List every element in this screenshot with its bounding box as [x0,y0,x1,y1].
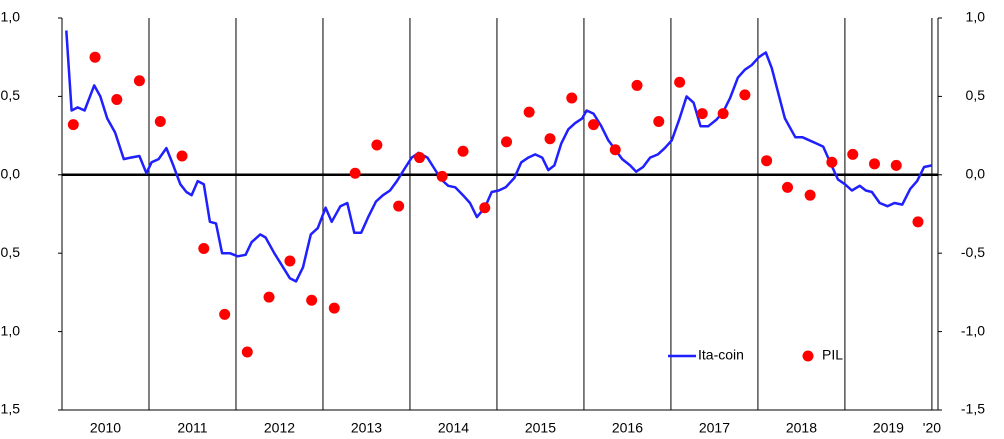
pil-point [653,115,665,127]
pil-point [154,115,166,127]
pil-point [868,158,880,170]
y-tick-label: 1,0 [1,9,21,25]
pil-point [89,51,101,63]
pil-point [371,139,383,151]
pil-point [111,94,123,106]
pil-point [717,108,729,120]
y-tick-label: 0,0 [1,166,21,182]
pil-point [631,79,643,91]
ita-coin-line [65,30,933,283]
pil-point [284,255,296,267]
pil-point [241,346,253,358]
y-tick-label: -1,0 [0,322,20,338]
pil-point [847,148,859,160]
y2-tick-label: 0,0 [966,166,986,182]
pil-point [544,133,556,145]
legend-dot [802,350,814,362]
pil-point [263,291,275,303]
pil-point [133,75,145,87]
y2-tick-label: -1,0 [961,322,985,338]
pil-point [457,145,469,157]
y2-tick-label: 0,5 [966,87,986,103]
pil-point [782,181,794,193]
y-tick-label: -0,5 [0,244,20,260]
x-tick-label: 2018 [786,420,817,436]
x-tick-label: 2016 [612,420,643,436]
pil-point [306,294,318,306]
x-tick-label: '20 [923,420,941,436]
x-tick-label: 2015 [525,420,556,436]
pil-point [696,108,708,120]
x-tick-label: 2014 [438,420,469,436]
pil-point [176,150,188,162]
pil-point [328,302,340,314]
pil-point [674,76,686,88]
x-tick-label: 2011 [177,420,207,436]
y2-tick-label: 1,0 [966,9,986,25]
pil-point [739,89,751,101]
pil-point [761,155,773,167]
y-tick-label: -1,5 [0,401,20,417]
y2-tick-label: -0,5 [961,244,985,260]
pil-point [436,170,448,182]
pil-point [523,106,535,118]
pil-point [890,159,902,171]
legend-label: Ita-coin [698,347,744,363]
x-tick-label: 2013 [351,420,382,436]
y-tick-label: 0,5 [1,87,21,103]
pil-point [912,216,924,228]
pil-point [393,200,405,212]
y2-tick-label: -1,5 [961,401,985,417]
pil-point [349,167,361,179]
x-tick-label: 2010 [90,420,121,436]
pil-point [219,308,231,320]
pil-point [826,156,838,168]
pil-point [414,152,426,164]
x-tick-label: 2017 [699,420,730,436]
pil-point [566,92,578,104]
pil-point [67,119,79,131]
pil-point [804,189,816,201]
x-tick-label: 2019 [873,420,904,436]
x-tick-label: 2012 [264,420,295,436]
pil-point [501,136,513,148]
pil-point [609,144,621,156]
pil-point [479,202,491,214]
pil-point [588,119,600,131]
pil-point [198,242,210,254]
legend-label: PIL [822,347,843,363]
